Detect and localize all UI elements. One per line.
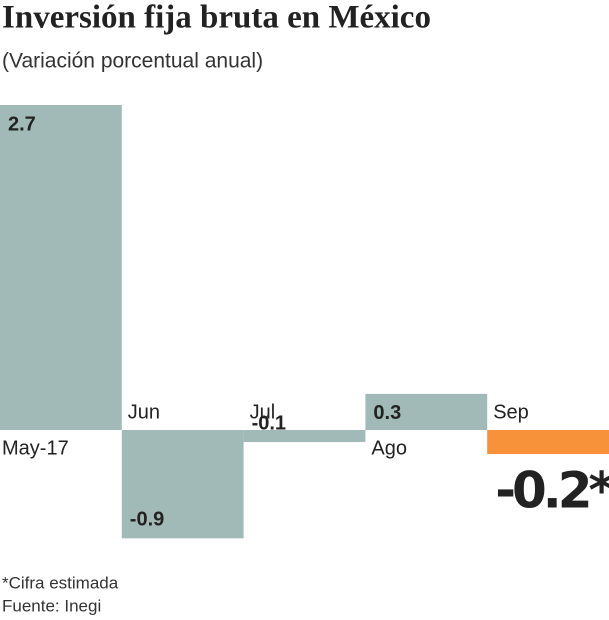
chart-title: Inversión fija bruta en México [2, 0, 431, 36]
bar [121, 430, 244, 539]
x-tick-label: Sep [493, 401, 529, 423]
x-tick-label: Ago [371, 437, 407, 459]
x-tick-label: Jul [250, 401, 276, 423]
bar [0, 105, 122, 430]
value-label: -0.2* [495, 462, 609, 520]
value-label: 0.3 [373, 402, 401, 424]
value-label: -0.9 [130, 509, 164, 531]
source: Fuente: Inegi [2, 596, 101, 615]
bar [365, 393, 488, 430]
chart-subtitle: (Variación porcentual anual) [2, 50, 263, 73]
value-label: -0.1 [252, 412, 286, 434]
x-tick-label: Jun [128, 401, 160, 423]
bar [487, 430, 609, 455]
x-tick-label: May-17 [2, 437, 69, 459]
footnote: *Cifra estimada [2, 573, 119, 592]
bar [243, 430, 366, 443]
value-label: 2.7 [8, 113, 36, 135]
